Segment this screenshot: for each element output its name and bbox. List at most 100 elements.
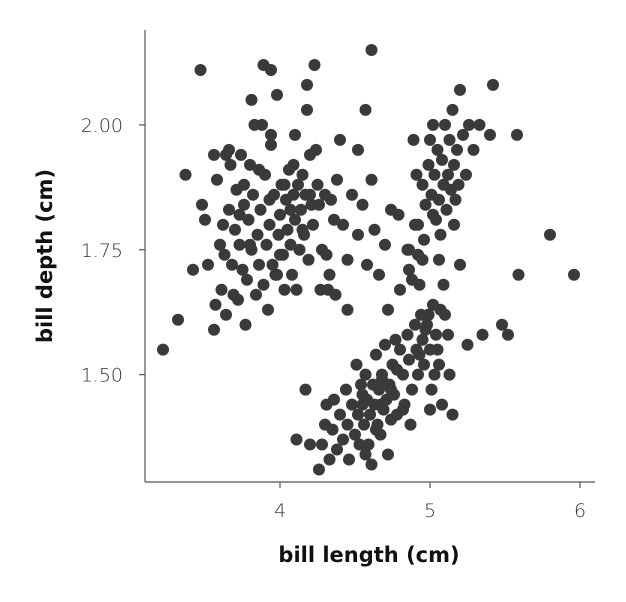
scatter-point bbox=[253, 163, 265, 176]
scatter-point bbox=[427, 118, 439, 131]
scatter-point bbox=[215, 283, 228, 296]
scatter-point bbox=[326, 423, 339, 436]
scatter-point bbox=[265, 128, 277, 141]
scatter-point bbox=[260, 238, 273, 251]
scatter-point bbox=[512, 268, 525, 281]
scatter-point bbox=[244, 238, 256, 251]
scatter-point bbox=[425, 383, 438, 396]
scatter-point bbox=[308, 59, 321, 71]
scatter-point bbox=[356, 388, 369, 401]
scatter-point bbox=[394, 343, 406, 356]
scatter-point bbox=[208, 148, 220, 161]
scatter-point bbox=[382, 448, 394, 461]
scatter-point bbox=[301, 78, 313, 91]
scatter-point bbox=[235, 148, 247, 161]
scatter-point bbox=[434, 228, 447, 241]
y-tick-label: 1.50 bbox=[81, 365, 123, 387]
scatter-point bbox=[374, 398, 387, 411]
scatter-point bbox=[368, 223, 381, 236]
scatter-point bbox=[343, 453, 355, 466]
scatter-point bbox=[443, 368, 456, 381]
scatter-point bbox=[437, 278, 450, 291]
x-tick-label: 4 bbox=[274, 500, 286, 522]
scatter-point bbox=[238, 198, 250, 211]
scatter-point bbox=[265, 138, 277, 151]
y-tick-label: 2.00 bbox=[81, 115, 123, 137]
scatter-point bbox=[211, 173, 223, 186]
scatter-point bbox=[172, 313, 184, 326]
scatter-point bbox=[365, 173, 378, 186]
y-axis-title: bill depth (cm) bbox=[33, 169, 57, 343]
scatter-point bbox=[296, 223, 309, 236]
scatter-point bbox=[307, 218, 319, 231]
scatter-point bbox=[349, 428, 361, 441]
scatter-point bbox=[194, 64, 207, 76]
scatter-point bbox=[424, 403, 436, 416]
scatter-point bbox=[157, 343, 169, 356]
scatter-point bbox=[416, 333, 429, 346]
scatter-point bbox=[287, 188, 300, 201]
scatter-point bbox=[476, 328, 489, 341]
scatter-point bbox=[251, 228, 264, 241]
scatter-point bbox=[320, 248, 333, 261]
scatter-point bbox=[433, 193, 445, 206]
scatter-point bbox=[337, 433, 349, 446]
scatter-point bbox=[278, 283, 291, 296]
scatter-point bbox=[406, 273, 418, 286]
scatter-point bbox=[403, 243, 415, 256]
scatter-point bbox=[376, 373, 388, 386]
scatter-point bbox=[313, 198, 325, 211]
scatter-point bbox=[323, 453, 336, 466]
scatter-point bbox=[442, 168, 454, 181]
scatter-point bbox=[436, 153, 448, 166]
scatter-point bbox=[346, 398, 358, 411]
scatter-point bbox=[299, 383, 312, 396]
scatter-point bbox=[247, 188, 259, 201]
scatter-point bbox=[353, 438, 366, 451]
scatter-point bbox=[352, 408, 364, 421]
scatter-point bbox=[236, 263, 249, 276]
scatter-point bbox=[263, 218, 276, 231]
scatter-point bbox=[352, 228, 364, 241]
scatter-point bbox=[328, 393, 340, 406]
scatter-point bbox=[361, 258, 373, 271]
scatter-point bbox=[382, 303, 394, 316]
scatter-point bbox=[341, 418, 354, 431]
scatter-point bbox=[436, 398, 448, 411]
scatter-point bbox=[391, 363, 403, 376]
y-tick-label: 1.75 bbox=[81, 240, 123, 262]
scatter-point bbox=[223, 203, 235, 216]
scatter-point bbox=[284, 203, 297, 216]
scatter-point bbox=[331, 173, 343, 186]
scatter-point bbox=[325, 193, 337, 206]
y-ticks: 1.50 1.75 2.00 bbox=[81, 115, 145, 387]
scatter-points bbox=[157, 44, 580, 476]
scatter-point bbox=[397, 403, 409, 416]
axes bbox=[144, 30, 595, 483]
scatter-point bbox=[220, 308, 232, 321]
scatter-point bbox=[428, 368, 441, 381]
scatter-point bbox=[310, 143, 322, 156]
scatter-point bbox=[428, 168, 441, 181]
scatter-point bbox=[373, 383, 385, 396]
scatter-point bbox=[290, 433, 303, 446]
scatter-point bbox=[233, 238, 246, 251]
scatter-point bbox=[418, 233, 430, 246]
scatter-point bbox=[290, 283, 303, 296]
scatter-point bbox=[341, 303, 354, 316]
scatter-point bbox=[250, 288, 262, 301]
scatter-point bbox=[362, 438, 375, 451]
scatter-point bbox=[427, 208, 439, 221]
scatter-point bbox=[412, 368, 424, 381]
scatter-point bbox=[208, 323, 220, 336]
scatter-point bbox=[341, 253, 354, 266]
scatter-point bbox=[274, 248, 286, 261]
scatter-point bbox=[244, 158, 256, 171]
scatter-point bbox=[385, 383, 397, 396]
scatter-point bbox=[403, 263, 415, 276]
scatter-point bbox=[313, 463, 325, 476]
scatter-point bbox=[359, 368, 372, 381]
scatter-point bbox=[443, 133, 456, 146]
scatter-point bbox=[401, 328, 414, 341]
